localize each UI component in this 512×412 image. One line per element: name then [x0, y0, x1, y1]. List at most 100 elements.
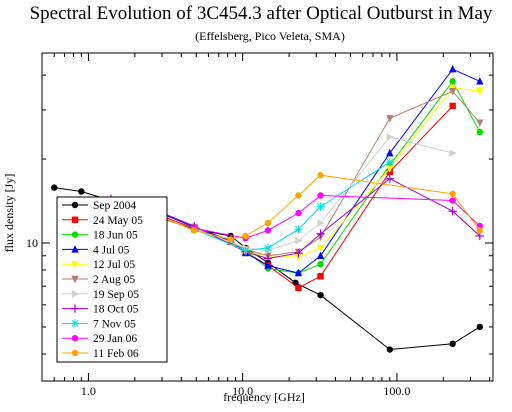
- legend-marker: [71, 261, 79, 269]
- legend-entry: 11 Feb 06: [62, 348, 139, 360]
- series-5: [190, 88, 484, 260]
- data-point: [317, 273, 324, 280]
- legend-marker: [71, 275, 79, 284]
- data-point: [316, 244, 325, 253]
- legend-label: 12 Jul 05: [93, 259, 135, 271]
- data-point: [227, 236, 234, 243]
- data-point: [295, 236, 303, 245]
- legend-label: Sep 2004: [93, 200, 136, 212]
- chart-subtitle: (Effelsberg, Pico Veleta, SMA): [195, 29, 345, 43]
- legend-entry: 18 Jun 05: [62, 230, 138, 242]
- series-4: [190, 84, 484, 262]
- legend-entry: Sep 2004: [62, 200, 136, 212]
- chart-title: Spectral Evolution of 3C454.3 after Opti…: [30, 3, 493, 24]
- data-point: [264, 261, 272, 269]
- legend-label: 4 Jul 05: [93, 244, 130, 256]
- data-point: [476, 323, 484, 331]
- legend-entry: 7 Nov 05: [62, 318, 136, 330]
- data-point: [449, 78, 456, 85]
- x-tick-label: 1.0: [81, 384, 96, 398]
- legend-label: 19 Sep 05: [93, 289, 139, 301]
- series-line: [110, 178, 481, 260]
- data-point: [295, 209, 302, 217]
- data-point: [190, 227, 198, 234]
- series-9: [190, 192, 484, 242]
- y-tick-label: 10: [26, 236, 38, 250]
- legend-marker: [71, 231, 79, 238]
- series-10: [150, 172, 484, 243]
- data-point: [264, 219, 272, 227]
- data-point: [294, 268, 303, 277]
- legend-marker: [71, 335, 79, 342]
- legend-entry: 29 Jan 06: [62, 333, 137, 345]
- data-point: [449, 340, 456, 348]
- data-point: [317, 192, 324, 199]
- data-point: [316, 229, 325, 238]
- data-point: [263, 254, 273, 263]
- legend-entry: 18 Oct 05: [62, 304, 139, 316]
- legend-marker: [71, 245, 79, 253]
- data-point: [317, 260, 324, 268]
- legend-entry: 4 Jul 05: [62, 244, 130, 256]
- y-axis-label: flux density [Jy]: [2, 174, 16, 253]
- data-point: [317, 291, 324, 299]
- data-point: [295, 284, 302, 292]
- legend-marker: [71, 216, 79, 223]
- data-point: [386, 148, 394, 157]
- series-line: [194, 161, 391, 252]
- data-point: [295, 192, 302, 199]
- series-8: [189, 157, 395, 255]
- legend-entry: 12 Jul 05: [62, 259, 135, 271]
- legend-label: 2 Aug 05: [93, 274, 135, 286]
- legend: Sep 2004 24 May 05 18 Jun 05 4 Jul 05 12 Jul…: [56, 196, 168, 363]
- data-point: [294, 248, 303, 258]
- data-point: [476, 227, 484, 234]
- data-point: [264, 227, 272, 234]
- data-point: [449, 102, 456, 110]
- data-point: [386, 165, 394, 173]
- data-point: [78, 188, 85, 195]
- legend-label: 7 Nov 05: [93, 318, 136, 330]
- legend-entry: 2 Aug 05: [62, 274, 135, 286]
- data-point: [476, 88, 484, 96]
- x-tick-label: 100.0: [383, 384, 410, 398]
- data-point: [241, 246, 250, 255]
- data-point: [385, 174, 395, 183]
- data-point: [294, 225, 303, 234]
- data-point: [385, 157, 395, 167]
- legend-entry: 19 Sep 05: [62, 289, 139, 301]
- data-point: [448, 64, 457, 73]
- data-point: [476, 119, 484, 127]
- data-point: [448, 88, 457, 96]
- legend-label: 24 May 05: [93, 215, 143, 227]
- legend-marker: [70, 304, 80, 313]
- data-point: [386, 133, 395, 141]
- data-point: [449, 149, 457, 157]
- x-tick-label: 10.0: [232, 384, 253, 398]
- data-point: [386, 115, 394, 123]
- data-point: [317, 172, 324, 179]
- data-point: [263, 243, 273, 253]
- data-point: [316, 202, 325, 211]
- legend-marker: [71, 349, 79, 357]
- data-point: [449, 190, 456, 198]
- plot-frame: [41, 52, 494, 382]
- axis-ticks: 1.0 10.0 100.0 10: [26, 53, 493, 398]
- series-layer: [51, 64, 485, 353]
- data-point: [317, 219, 325, 227]
- data-point: [51, 184, 58, 191]
- data-point: [316, 251, 325, 259]
- legend-marker: [71, 201, 79, 209]
- x-axis-label: frequency [GHz]: [223, 390, 305, 404]
- legend-label: 11 Feb 06: [93, 348, 139, 360]
- legend-label: 29 Jan 06: [93, 333, 137, 345]
- legend-label: 18 Oct 05: [93, 304, 139, 316]
- data-point: [294, 253, 303, 262]
- data-point: [476, 128, 484, 136]
- legend-marker: [70, 319, 80, 328]
- data-point: [242, 232, 249, 240]
- data-point: [386, 346, 394, 353]
- legend-entry: 24 May 05: [62, 215, 143, 227]
